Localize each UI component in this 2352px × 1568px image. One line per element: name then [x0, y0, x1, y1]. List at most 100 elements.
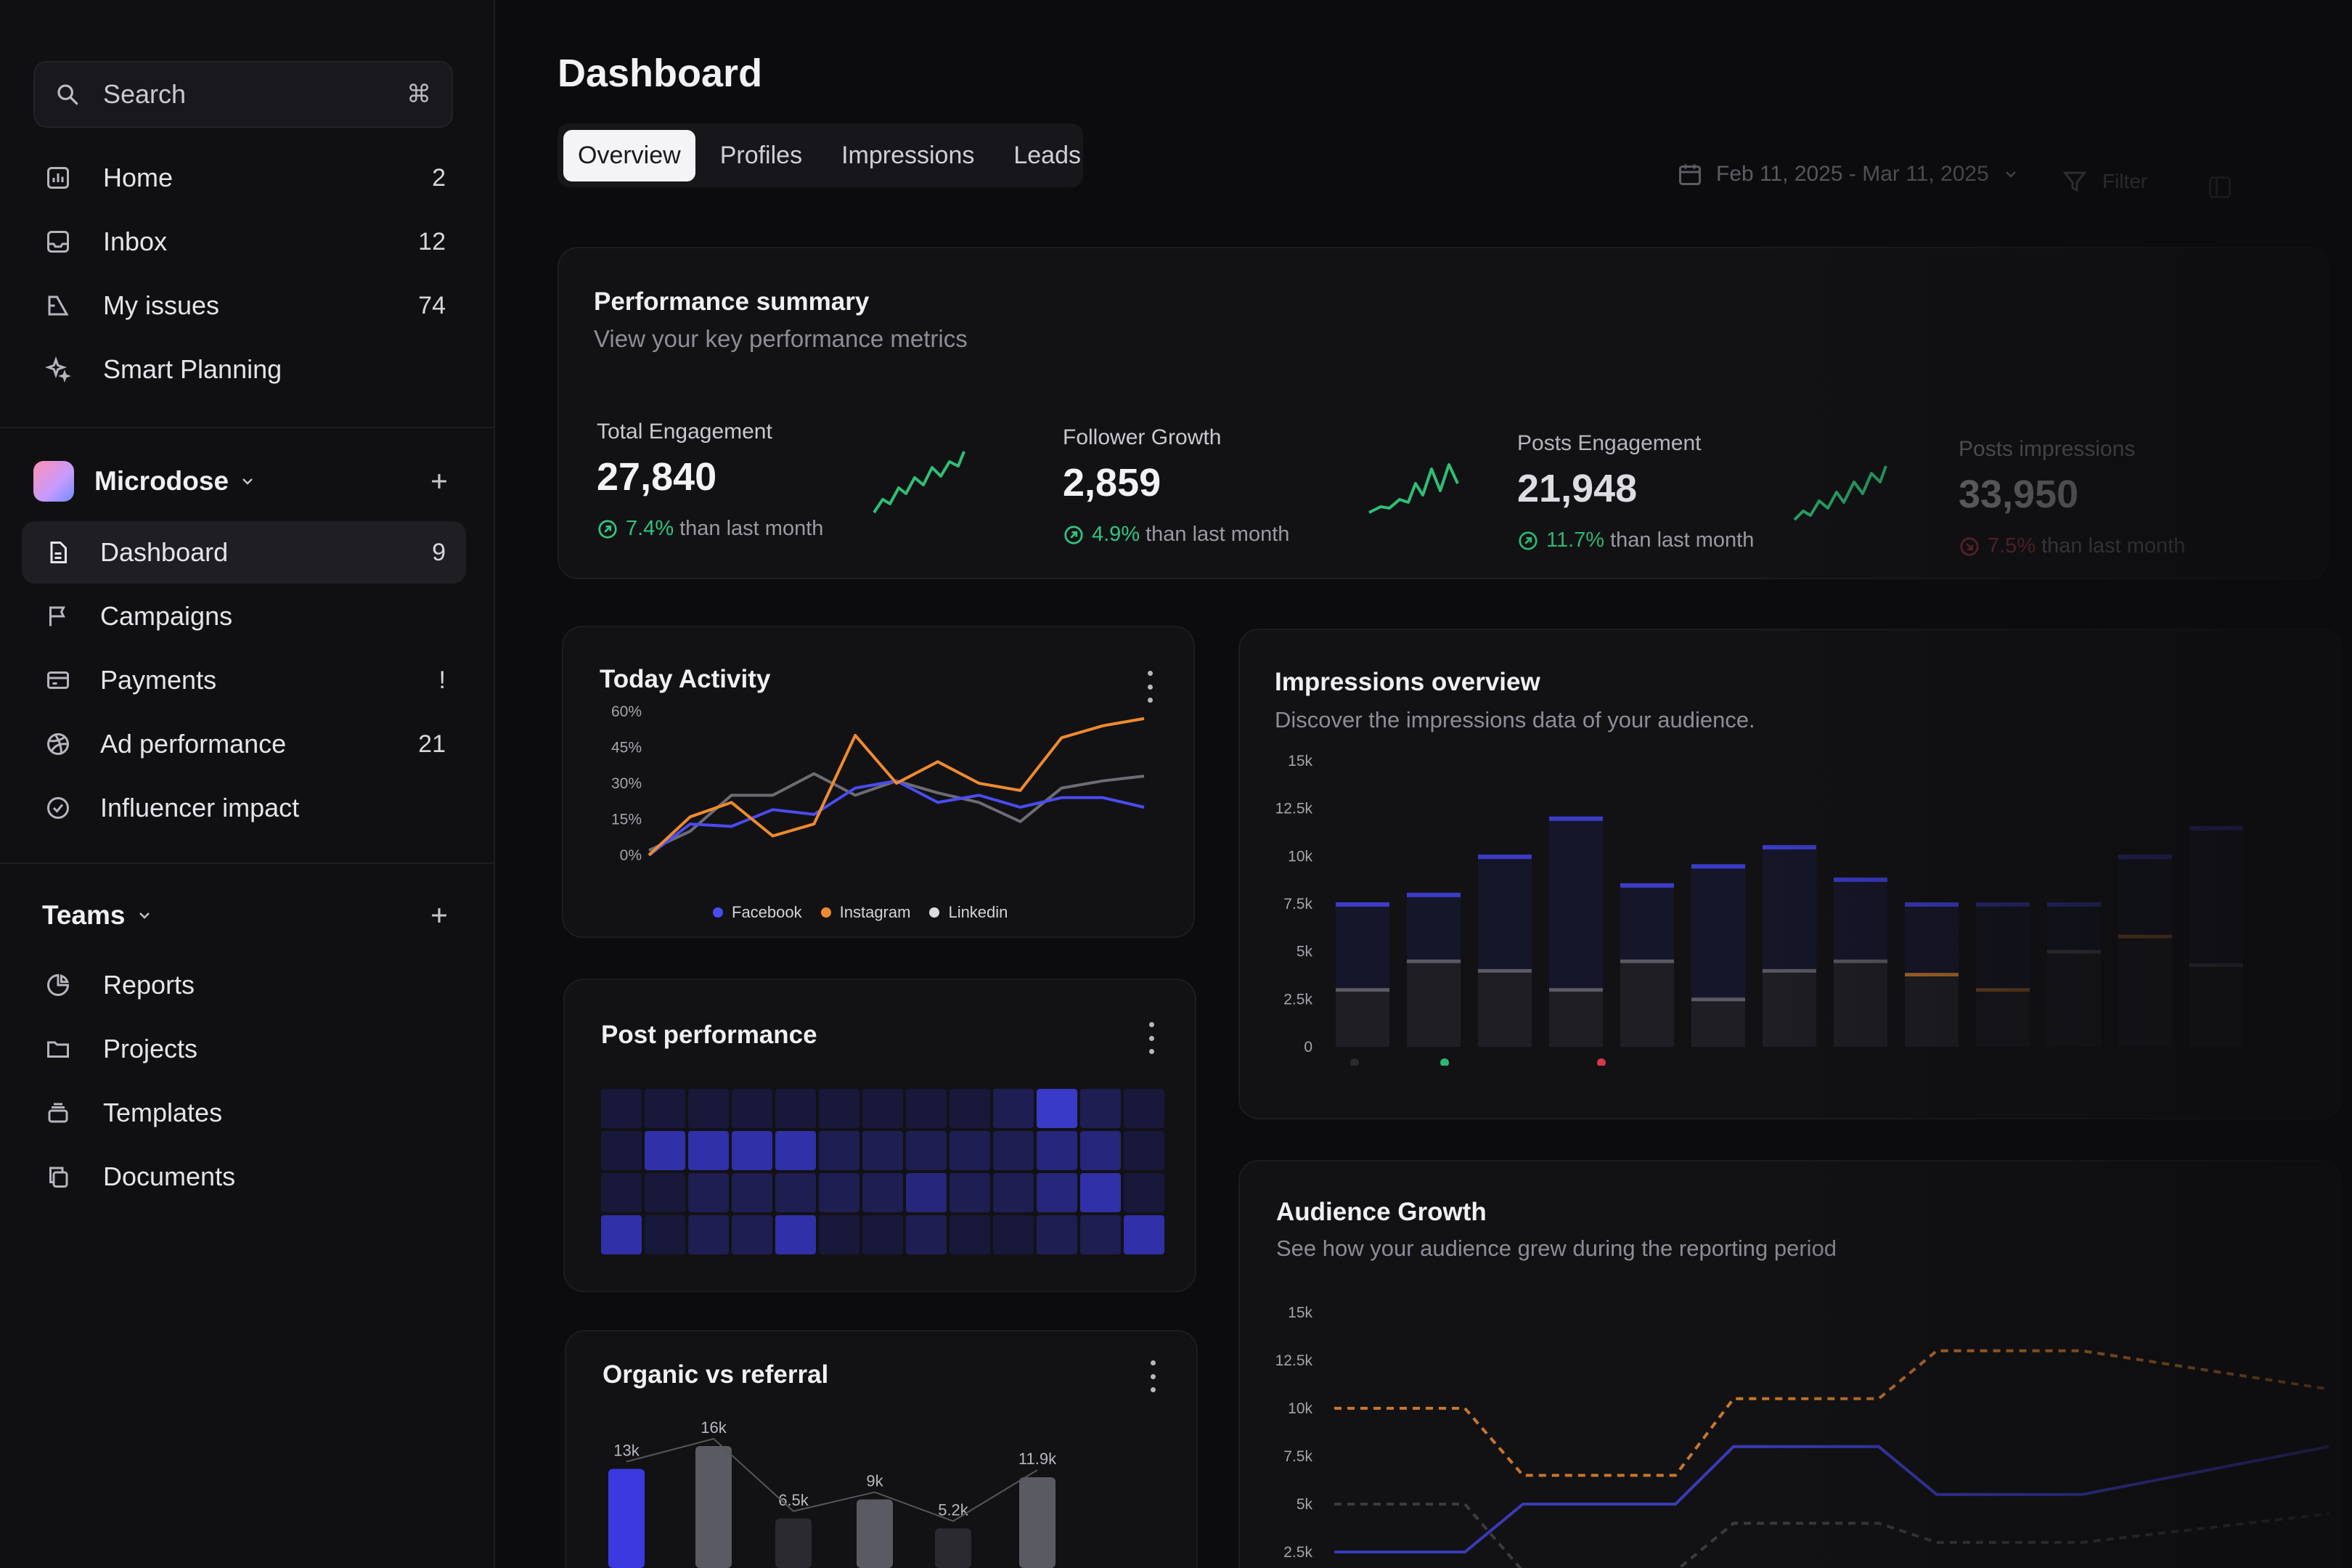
nav-templates[interactable]: Templates	[22, 1082, 466, 1144]
bar-marker	[1834, 959, 1887, 963]
teams-section[interactable]: Teams	[33, 890, 452, 941]
heatmap-cell	[862, 1215, 903, 1254]
add-icon[interactable]	[427, 903, 452, 928]
heatmap-cell	[601, 1089, 642, 1128]
search-box[interactable]: Search ⌘	[33, 61, 453, 128]
bar-top-line	[1620, 883, 1674, 888]
impressions-bar	[1336, 902, 1389, 1047]
delta-percent: 7.5%	[1988, 534, 2036, 558]
axis-dot	[1597, 1058, 1606, 1066]
filter-button[interactable]: Filter	[2062, 168, 2147, 195]
axis-dot	[1440, 1058, 1449, 1066]
tab-leads[interactable]: Leads	[1013, 141, 1081, 169]
nav-documents[interactable]: Documents	[22, 1146, 466, 1208]
more-options-icon[interactable]	[1147, 1022, 1156, 1054]
search-label: Search	[103, 79, 187, 109]
impressions-bar	[1976, 902, 2030, 1047]
nav-influencer-impact[interactable]: Influencer impact	[22, 777, 466, 839]
bar-lower	[1763, 972, 1816, 1047]
date-range-picker[interactable]: Feb 11, 2025 - Mar 11, 2025	[1677, 161, 2020, 187]
add-icon[interactable]	[427, 469, 452, 494]
metric-label: Posts impressions	[1959, 437, 2136, 461]
impressions-bar	[1763, 845, 1816, 1047]
nav-ad-performance[interactable]: Ad performance 21	[22, 713, 466, 775]
legend-dot-facebook	[713, 907, 723, 918]
sparkline	[873, 451, 965, 514]
bar-top-line	[1407, 892, 1461, 897]
bar-top-line	[2118, 854, 2172, 859]
nav-dashboard[interactable]: Dashboard 9	[22, 521, 466, 584]
shortcut-hint: ⌘	[407, 81, 431, 108]
chevron-down-icon	[139, 912, 150, 919]
metric-label: Total Engagement	[597, 420, 772, 444]
nav-ad-performance-count: 21	[418, 730, 446, 758]
nav-payments[interactable]: Payments !	[22, 649, 466, 711]
tab-impressions[interactable]: Impressions	[841, 141, 975, 169]
instagram-line	[648, 716, 1145, 857]
chart-legend: Facebook Instagram Linkedin	[694, 903, 1008, 922]
post-performance-title: Post performance	[601, 1021, 817, 1049]
legend-dot-linkedin	[929, 907, 940, 918]
heatmap-cell	[1124, 1089, 1164, 1128]
heatmap-cell	[775, 1089, 816, 1128]
nav-home[interactable]: Home 2	[22, 147, 466, 209]
metric-total-engagement: Total Engagement 27,840 7.4% than last m…	[597, 420, 1003, 579]
bar-top-line	[1976, 902, 2030, 907]
more-options-icon[interactable]	[1146, 671, 1154, 703]
organic-referral-chart: 13k 16k 6.5k 9k 5.2k 11.9k	[608, 1418, 1057, 1568]
nav-smart-planning[interactable]: Smart Planning	[22, 338, 466, 401]
heatmap-cell	[688, 1215, 729, 1254]
impressions-bar	[1407, 892, 1461, 1047]
y-tick-label: 0%	[620, 847, 642, 864]
metric-follower-growth: Follower Growth 2,859 4.9% than last mon…	[1063, 425, 1469, 585]
nav-payments-label: Payments	[100, 665, 217, 695]
nav-smart-planning-label: Smart Planning	[103, 354, 282, 384]
bar-value-label: 5.2k	[938, 1500, 969, 1519]
nav-my-issues[interactable]: My issues 74	[22, 274, 466, 337]
heatmap-cell	[775, 1131, 816, 1170]
delta-text: than last month	[1610, 528, 1755, 552]
heatmap-cell	[906, 1215, 947, 1254]
sparkline	[1793, 465, 1887, 521]
bar-value-label: 13k	[613, 1442, 640, 1460]
heatmap-cell	[950, 1131, 990, 1170]
card-icon	[42, 664, 74, 696]
nav-campaigns[interactable]: Campaigns	[22, 585, 466, 648]
heatmap-cell	[601, 1131, 642, 1170]
nav-inbox[interactable]: Inbox 12	[22, 211, 466, 273]
tab-overview[interactable]: Overview	[563, 129, 695, 181]
heatmap-cell	[819, 1173, 859, 1212]
heatmap-cell	[601, 1173, 642, 1212]
y-tick-label: 15%	[611, 812, 642, 828]
audience-growth-subtitle: See how your audience grew during the re…	[1276, 1236, 1837, 1261]
heatmap-cell	[732, 1131, 772, 1170]
bar-marker	[2189, 963, 2243, 968]
bar-marker	[2118, 934, 2172, 939]
heatmap-cell	[906, 1089, 947, 1128]
delta-percent: 4.9%	[1092, 523, 1140, 546]
nav-reports[interactable]: Reports	[22, 954, 466, 1016]
bar-top-line	[1549, 816, 1603, 821]
nav-templates-label: Templates	[103, 1098, 223, 1127]
nav-projects[interactable]: Projects	[22, 1018, 466, 1080]
nav-dashboard-count: 9	[432, 538, 446, 566]
heatmap-cell	[775, 1215, 816, 1254]
legend-dot-instagram	[820, 907, 831, 918]
tab-profiles[interactable]: Profiles	[719, 141, 803, 169]
layout-icon[interactable]	[2207, 174, 2233, 200]
y-tick-label: 5k	[1297, 1496, 1313, 1513]
bar-lower	[1691, 1001, 1745, 1047]
workspace-switcher[interactable]: Microdose	[33, 456, 452, 507]
y-tick-label: 15k	[1288, 1304, 1312, 1321]
heatmap-cell	[1124, 1215, 1164, 1254]
heatmap-cell	[645, 1215, 685, 1254]
legend-facebook: Facebook	[732, 903, 802, 921]
heatmap-cell	[993, 1131, 1034, 1170]
heatmap-cell	[862, 1131, 903, 1170]
more-options-icon[interactable]	[1148, 1360, 1157, 1392]
heatmap-cell	[819, 1089, 859, 1128]
y-tick-label: 7.5k	[1283, 896, 1312, 912]
heatmap-cell	[688, 1173, 729, 1212]
nav-my-issues-label: My issues	[103, 290, 220, 320]
impressions-overview-card: Impressions overview Discover the impres…	[1238, 629, 2342, 1119]
